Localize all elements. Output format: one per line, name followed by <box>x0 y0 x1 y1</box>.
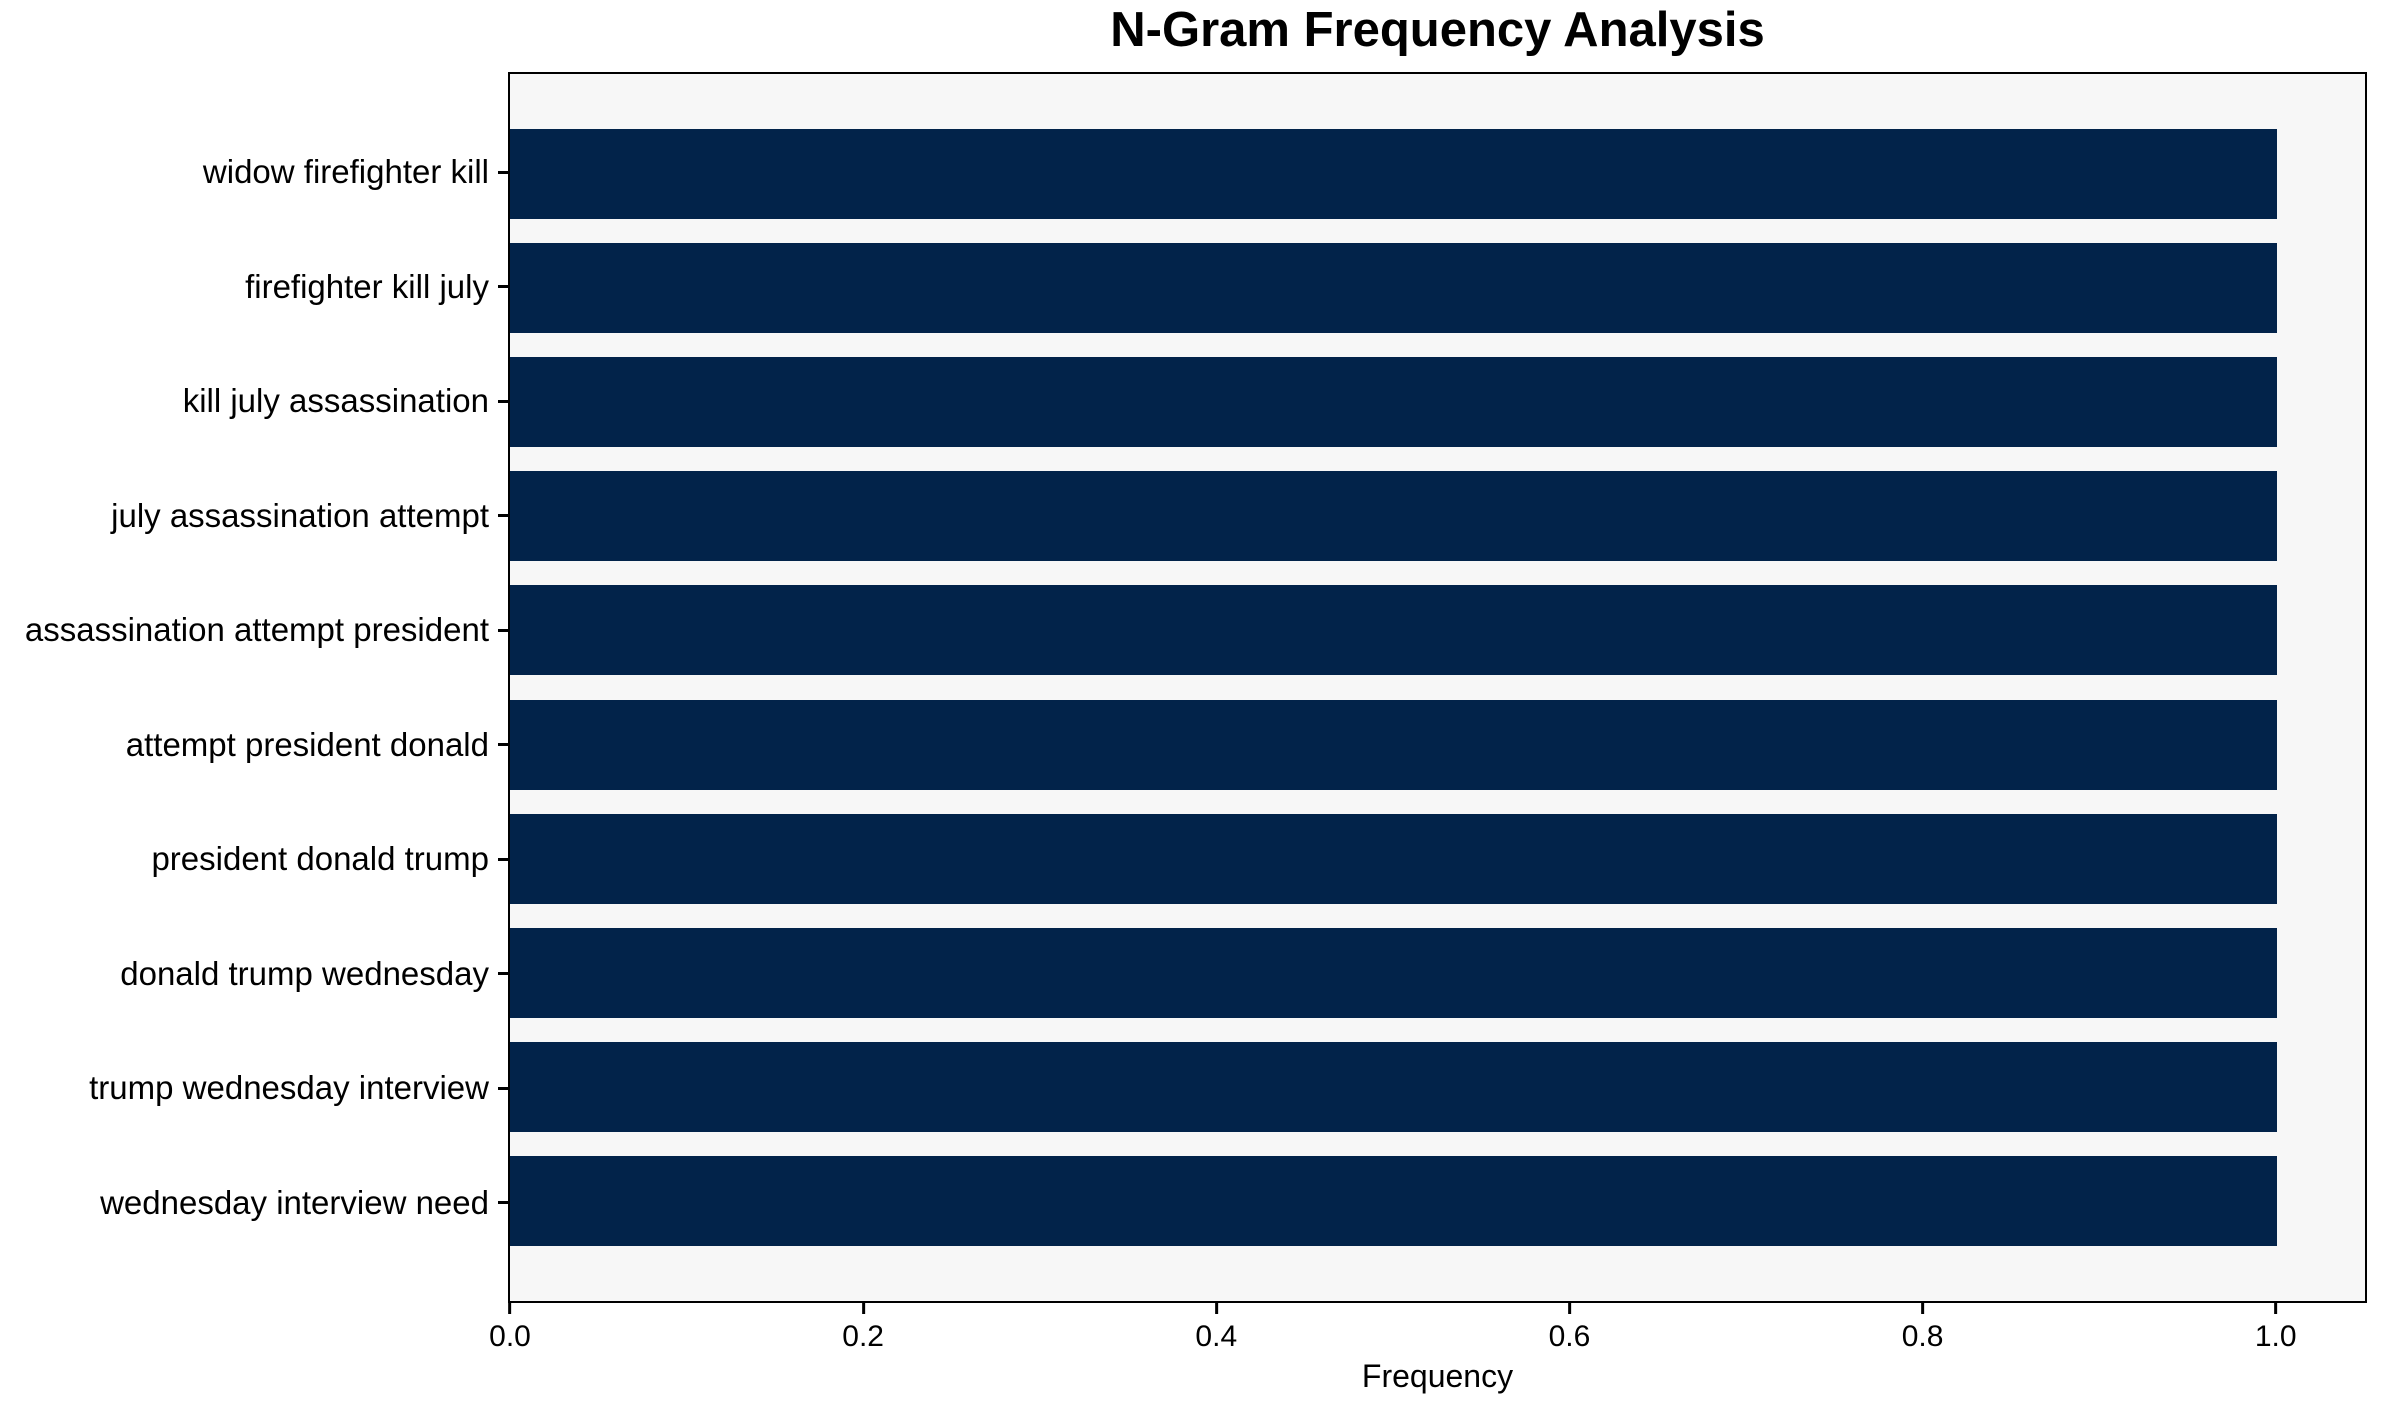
y-tick-mark <box>498 743 508 747</box>
frequency-bar <box>510 243 2277 334</box>
x-tick-mark <box>861 1303 865 1314</box>
bar-row <box>510 243 2365 334</box>
y-category-row: donald trump wednesday <box>0 929 508 1019</box>
y-tick-mark <box>498 1201 508 1205</box>
x-tick-label: 0.0 <box>489 1320 531 1353</box>
frequency-bar <box>510 813 2277 904</box>
x-tick-mark <box>1921 1303 1925 1314</box>
x-tick: 0.0 <box>489 1303 531 1354</box>
frequency-bar <box>510 585 2277 676</box>
y-tick-mark <box>498 857 508 861</box>
chart-title: N-Gram Frequency Analysis <box>1110 3 1765 57</box>
y-tick-mark <box>498 399 508 403</box>
y-tick-mark <box>498 170 508 174</box>
bar-row <box>510 357 2365 448</box>
y-tick-label: donald trump wednesday <box>120 954 489 992</box>
x-tick-mark <box>1567 1303 1571 1314</box>
y-tick-label: president donald trump <box>151 840 489 878</box>
y-tick-mark <box>498 1086 508 1090</box>
y-category-row: kill july assassination <box>0 356 508 446</box>
plot-area <box>508 72 2367 1303</box>
x-tick-label: 0.8 <box>1901 1320 1944 1353</box>
y-tick-mark <box>498 628 508 632</box>
x-tick-label: 1.0 <box>2254 1320 2297 1353</box>
y-tick-label: trump wednesday interview <box>89 1069 489 1107</box>
x-axis: 0.0 0.2 0.4 0.6 0.8 1.0 <box>489 1303 2364 1373</box>
y-tick-mark <box>498 972 508 976</box>
frequency-bar <box>510 1155 2277 1246</box>
y-category-row: assassination attempt president <box>0 585 508 675</box>
frequency-bar <box>510 699 2277 790</box>
x-tick: 0.8 <box>1901 1303 1944 1354</box>
x-tick-label: 0.2 <box>842 1320 884 1353</box>
frequency-bar <box>510 129 2277 219</box>
x-tick: 0.2 <box>842 1303 884 1354</box>
y-tick-label: kill july assassination <box>182 382 489 420</box>
bar-row <box>510 1155 2365 1246</box>
bar-row <box>510 471 2365 562</box>
x-tick-mark <box>508 1303 512 1314</box>
x-tick: 1.0 <box>2255 1303 2297 1354</box>
y-category-row: widow firefighter kill <box>0 127 508 217</box>
frequency-bar <box>510 357 2277 448</box>
y-axis: widow firefighter kill firefighter kill j… <box>0 72 508 1303</box>
y-tick-label: assassination attempt president <box>24 611 489 649</box>
y-tick-label: firefighter kill july <box>245 267 489 305</box>
x-tick: 0.4 <box>1195 1303 1237 1354</box>
bar-row <box>510 1041 2365 1132</box>
frequency-bar <box>510 1041 2277 1132</box>
x-axis-label: Frequency <box>1361 1358 1514 1394</box>
y-tick-label: july assassination attempt <box>111 496 489 534</box>
bar-row <box>510 585 2365 676</box>
y-category-row: firefighter kill july <box>0 242 508 332</box>
bar-series <box>510 74 2365 1301</box>
x-tick: 0.6 <box>1548 1303 1591 1354</box>
x-tick-mark <box>1214 1303 1218 1314</box>
y-tick-mark <box>498 285 508 289</box>
x-tick-label: 0.4 <box>1195 1320 1238 1353</box>
y-category-row: president donald trump <box>0 814 508 904</box>
x-tick-label: 0.6 <box>1548 1320 1591 1353</box>
y-tick-mark <box>498 514 508 518</box>
x-tick-mark <box>2274 1303 2278 1314</box>
y-tick-label: wednesday interview need <box>100 1183 489 1221</box>
y-category-row: trump wednesday interview <box>0 1043 508 1133</box>
frequency-bar <box>510 927 2277 1018</box>
bar-row <box>510 927 2365 1018</box>
bar-row <box>510 129 2365 219</box>
y-tick-label: widow firefighter kill <box>202 153 489 190</box>
frequency-bar <box>510 471 2277 562</box>
y-category-row: july assassination attempt <box>0 471 508 561</box>
y-category-row: wednesday interview need <box>0 1158 508 1248</box>
bar-row <box>510 699 2365 790</box>
y-tick-label: attempt president donald <box>125 725 489 763</box>
y-category-row: attempt president donald <box>0 700 508 790</box>
bar-row <box>510 813 2365 904</box>
